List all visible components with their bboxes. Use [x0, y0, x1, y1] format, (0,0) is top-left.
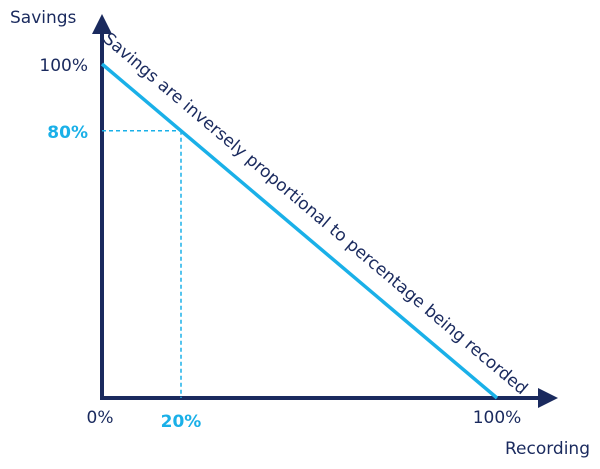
y-axis-label: Savings [10, 8, 77, 28]
annotation: Savings are inversely proportional to pe… [99, 29, 532, 399]
x-tick-label: 20% [161, 412, 202, 432]
y-tick-label: 80% [47, 123, 88, 143]
line [100, 62, 499, 400]
x-tick-label: 0% [87, 408, 114, 428]
x-tick-label: 100% [473, 408, 522, 428]
y-tick-label: 100% [39, 56, 88, 76]
x-axis-label: Recording [505, 439, 590, 459]
